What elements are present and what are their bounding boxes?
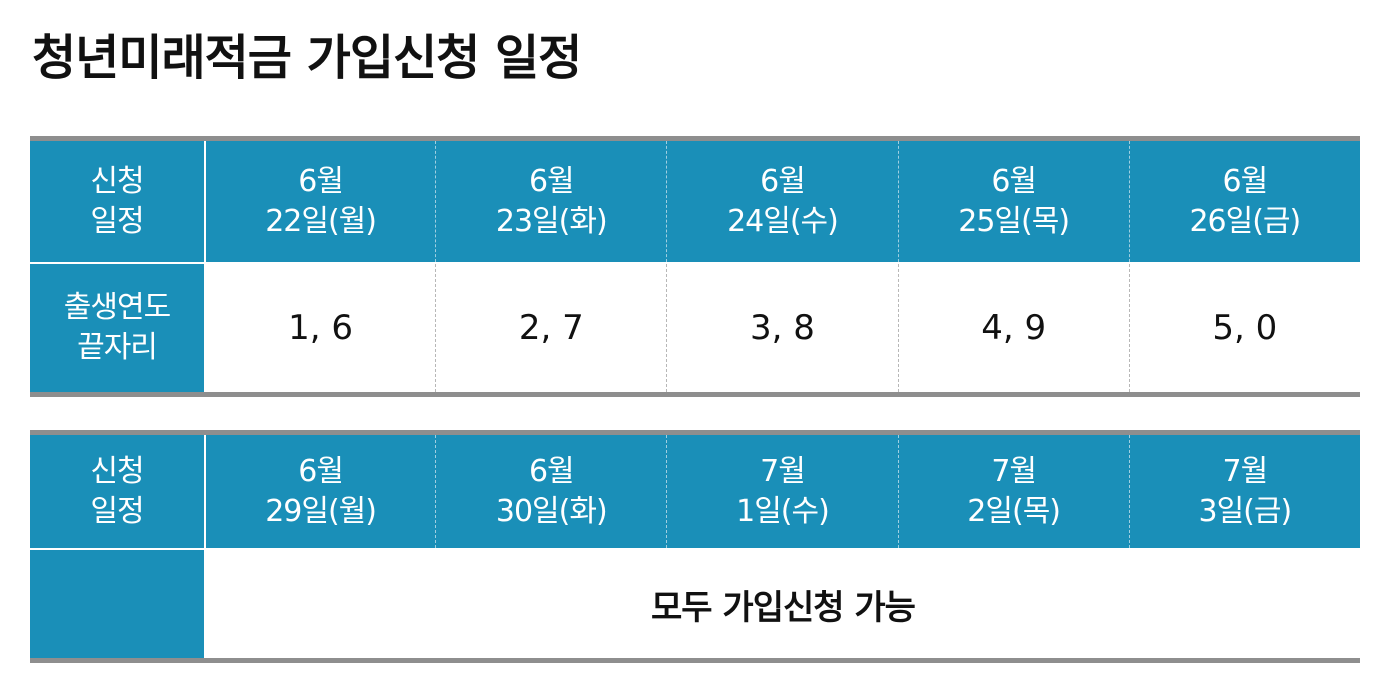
row-label-cell: 출생연도 끝자리 xyxy=(30,264,204,392)
table-row: 출생연도 끝자리 1, 6 2, 7 3, 8 4, 9 5, 0 xyxy=(30,262,1360,392)
date-month: 7월 xyxy=(760,453,806,489)
table-header-row: 신청 일정 6월 22일(월) 6월 23일(화) 6월 24일(수) 6월 2… xyxy=(30,141,1360,262)
date-cell: 6월 25일(목) xyxy=(897,141,1129,262)
date-cell: 6월 29일(월) xyxy=(204,435,435,548)
date-day: 24일(수) xyxy=(727,203,839,239)
table-header-row: 신청 일정 6월 29일(월) 6월 30일(화) 7월 1일(수) 7월 2일… xyxy=(30,435,1360,548)
date-day: 30일(화) xyxy=(495,493,608,529)
date-month: 6월 xyxy=(298,163,344,199)
date-cell: 6월 23일(화) xyxy=(435,141,666,262)
table-row: 모두 가입신청 가능 xyxy=(30,548,1360,658)
date-month: 6월 xyxy=(298,453,344,489)
date-day: 22일(월) xyxy=(265,203,377,239)
birth-year-digits-cell: 5, 0 xyxy=(1128,264,1360,392)
date-cell: 7월 3일(금) xyxy=(1128,435,1360,548)
date-month: 7월 xyxy=(991,453,1037,489)
date-day: 23일(화) xyxy=(495,203,608,239)
date-day: 25일(목) xyxy=(958,203,1070,239)
date-day: 2일(목) xyxy=(967,493,1061,529)
page-title: 청년미래적금 가입신청 일정 xyxy=(32,30,582,86)
birth-year-digits-cell: 1, 6 xyxy=(204,264,436,392)
date-month: 6월 xyxy=(528,453,575,489)
birth-year-digits-cell: 2, 7 xyxy=(435,264,667,392)
header-label-line-2: 일정 xyxy=(90,493,144,529)
date-day: 26일(금) xyxy=(1189,203,1301,239)
date-month: 6월 xyxy=(1222,163,1269,199)
date-month: 7월 xyxy=(1222,453,1269,489)
schedule-table-week-2: 신청 일정 6월 29일(월) 6월 30일(화) 7월 1일(수) 7월 2일… xyxy=(30,430,1360,663)
row-label-cell xyxy=(30,550,204,658)
row-label-line-1: 출생연도 xyxy=(63,290,171,325)
header-label-line-1: 신청 xyxy=(90,163,144,199)
date-cell: 7월 2일(목) xyxy=(897,435,1129,548)
date-month: 6월 xyxy=(760,163,806,199)
date-cell: 6월 22일(월) xyxy=(204,141,435,262)
birth-year-digits-cell: 4, 9 xyxy=(897,264,1129,392)
date-cell: 6월 26일(금) xyxy=(1128,141,1360,262)
date-cell: 7월 1일(수) xyxy=(666,435,897,548)
header-label-cell: 신청 일정 xyxy=(30,141,204,262)
date-day: 3일(금) xyxy=(1198,493,1292,529)
header-label-cell: 신청 일정 xyxy=(30,435,204,548)
header-label-line-1: 신청 xyxy=(90,453,144,489)
row-label-line-2: 끝자리 xyxy=(77,330,158,365)
date-month: 6월 xyxy=(991,163,1037,199)
birth-year-digits-cell: 3, 8 xyxy=(666,264,898,392)
date-cell: 6월 30일(화) xyxy=(435,435,666,548)
date-month: 6월 xyxy=(528,163,575,199)
date-cell: 6월 24일(수) xyxy=(666,141,897,262)
header-label-line-2: 일정 xyxy=(90,203,144,239)
date-day: 29일(월) xyxy=(265,493,377,529)
date-day: 1일(수) xyxy=(736,493,830,529)
schedule-table-week-1: 신청 일정 6월 22일(월) 6월 23일(화) 6월 24일(수) 6월 2… xyxy=(30,136,1360,397)
all-eligible-note: 모두 가입신청 가능 xyxy=(204,550,1360,658)
